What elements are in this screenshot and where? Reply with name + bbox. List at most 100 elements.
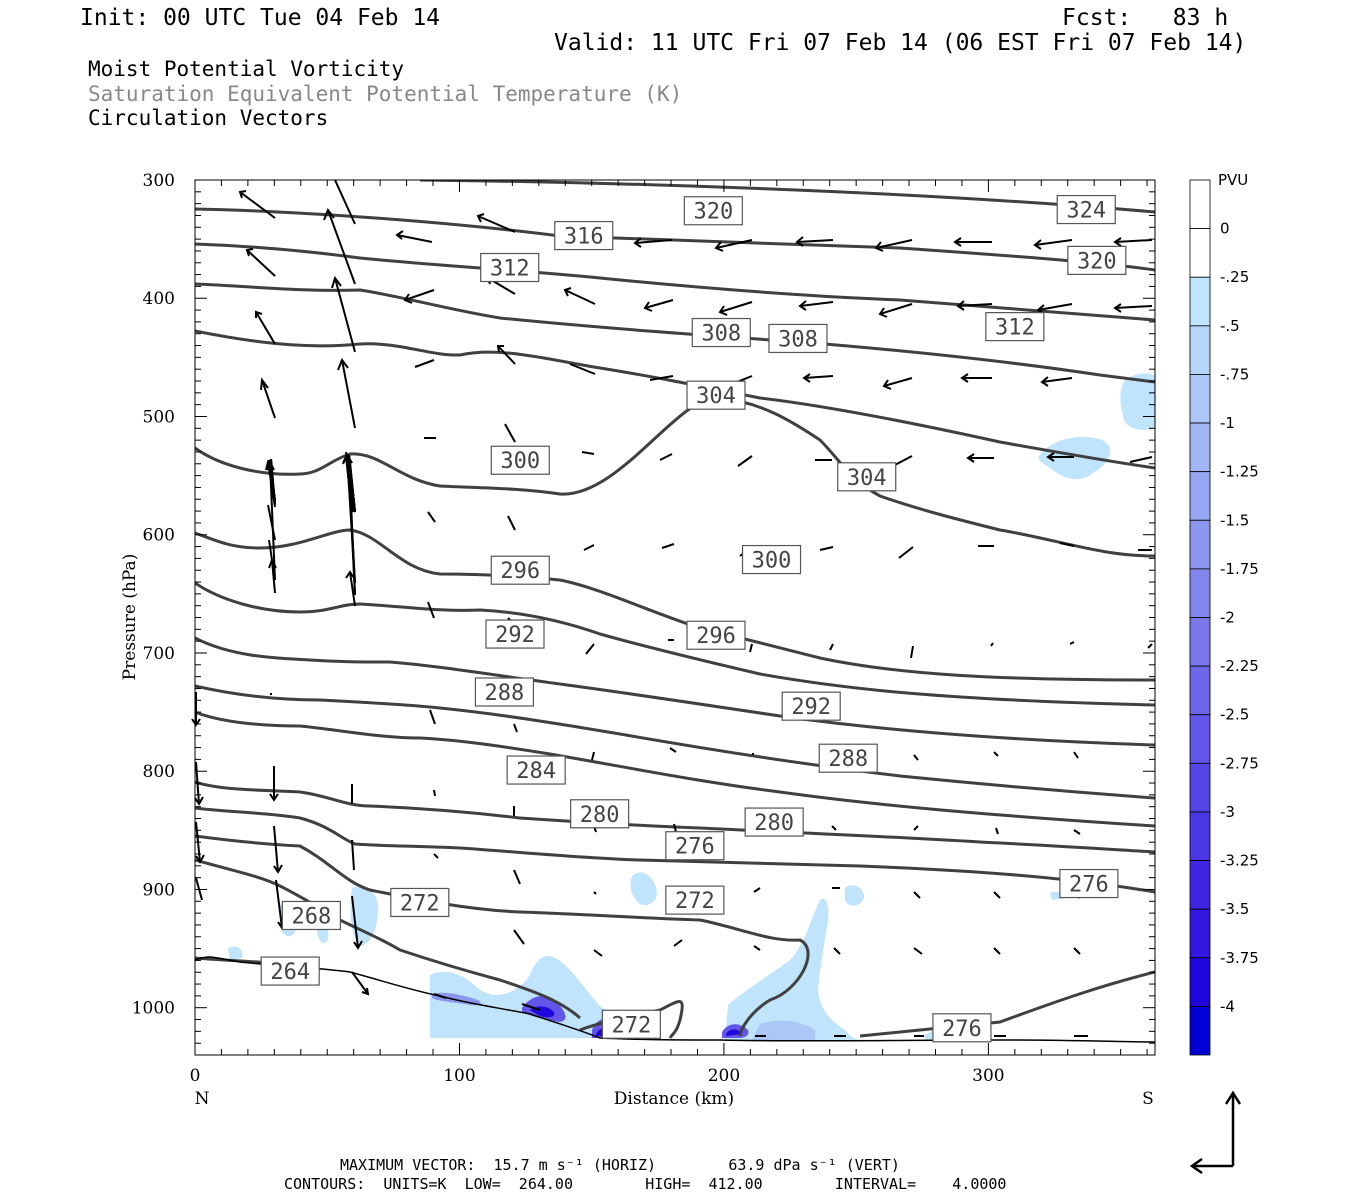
colorbar-swatch — [1189, 374, 1211, 424]
vector — [1113, 303, 1153, 313]
contour-label-text: 320 — [1077, 249, 1117, 274]
vector — [268, 557, 277, 594]
vector — [337, 357, 356, 429]
mpv-area-mid-low2 — [845, 885, 864, 906]
vector — [749, 643, 753, 653]
contour-label-box — [781, 691, 841, 721]
vector — [351, 971, 370, 996]
contour-label-box — [985, 312, 1045, 342]
vector — [476, 213, 516, 233]
vector — [913, 947, 923, 955]
y-axis-label: Pressure (hPa) — [120, 554, 140, 681]
contour-label-text: 312 — [995, 316, 1035, 341]
vector — [427, 601, 435, 619]
vector — [661, 543, 675, 549]
vector — [718, 301, 753, 316]
y-tick-label: 500 — [143, 407, 175, 427]
colorbar-label: -3.5 — [1220, 900, 1249, 918]
colorbar-label: -1.5 — [1220, 511, 1249, 529]
vector — [673, 823, 677, 833]
contour-label-box — [390, 887, 450, 918]
vector — [255, 310, 276, 345]
contour-label: 312 — [985, 312, 1045, 342]
contour-label-text: 292 — [495, 623, 535, 648]
colorbar-label: -.5 — [1220, 317, 1240, 335]
vector — [993, 947, 1001, 955]
vector — [496, 345, 516, 365]
colorbar-swatch — [1189, 228, 1211, 278]
contour-label-text: 280 — [580, 803, 620, 828]
vector — [238, 190, 276, 219]
colorbar-label: -2.75 — [1220, 754, 1259, 772]
mpv-area-plume — [725, 898, 860, 1040]
colorbar-label: -3.25 — [1220, 852, 1259, 870]
colorbar-label: -3.75 — [1220, 949, 1259, 967]
contour-label-text: 276 — [675, 835, 715, 860]
contour-label-box — [686, 620, 746, 650]
contour-label-box — [601, 1009, 661, 1039]
contour-label: 316 — [554, 220, 614, 251]
contour-292 — [195, 636, 1155, 747]
contour-info-text: CONTOURS: UNITS=K LOW= 264.00 HIGH= 412.… — [284, 1175, 1007, 1193]
contour-272 — [195, 834, 810, 1037]
contour-label: 320 — [1067, 245, 1127, 276]
contour-label: 304 — [686, 380, 746, 410]
contour-label-box — [281, 900, 341, 931]
x-tick-label: 0 — [190, 1066, 201, 1086]
vector — [269, 461, 276, 506]
colorbar-swatch — [1189, 665, 1211, 716]
vector — [563, 287, 596, 305]
vector — [995, 827, 999, 835]
vector — [993, 751, 999, 757]
reference-vector-icon — [1189, 1090, 1242, 1175]
vector — [913, 825, 919, 831]
y-tick-labels: 300 400 500 600 700 800 900 1000 — [132, 171, 175, 1019]
contour-label: 272 — [665, 885, 725, 915]
vector — [507, 515, 516, 531]
contour-label-text: 276 — [942, 1017, 982, 1042]
contour-284 — [195, 710, 1155, 828]
vector — [819, 546, 834, 551]
legend-theta-es: Saturation Equivalent Potential Temperat… — [88, 82, 683, 106]
vector — [878, 303, 913, 318]
vector — [191, 692, 201, 727]
init-time-text: Init: 00 UTC Tue 04 Feb 14 — [80, 5, 441, 31]
colorbar-swatch — [1189, 714, 1211, 764]
y-tick-label: 700 — [143, 644, 175, 664]
contour-308 — [195, 329, 1155, 470]
vector — [351, 839, 355, 871]
mpv-area-upper-right — [1120, 373, 1155, 430]
vector — [1073, 947, 1081, 955]
contour-label-text: 288 — [828, 747, 868, 772]
vector — [966, 453, 994, 463]
mpv-area-plume2 — [752, 1020, 815, 1040]
contour-label: 288 — [818, 743, 878, 773]
vector — [898, 546, 914, 559]
y-tick-label: 600 — [143, 526, 175, 546]
vector — [833, 947, 841, 955]
vector — [504, 423, 516, 443]
vector — [1069, 641, 1075, 645]
legend-mpv: Moist Potential Vorticity — [88, 57, 405, 81]
contour-288 — [195, 684, 1155, 800]
colorbar-swatch — [1189, 811, 1211, 861]
vector — [513, 869, 521, 885]
vector — [334, 179, 356, 225]
contour-label-box — [665, 831, 725, 861]
vector — [882, 377, 913, 390]
contour-label-text: 312 — [490, 257, 530, 282]
contour-label: 300 — [741, 544, 802, 575]
contour-label-text: 272 — [611, 1013, 651, 1038]
contour-276-b — [859, 970, 1155, 1038]
vector — [395, 230, 433, 243]
colorbar-label: -4 — [1220, 997, 1235, 1015]
colorbar-swatch — [1189, 422, 1211, 473]
contour-labels: 320 324 316 320 312 312 308 308 304 304 300 300 296 2… — [260, 194, 1127, 1043]
contour-316 — [195, 242, 1155, 322]
vector — [1113, 237, 1153, 247]
vector — [1046, 452, 1074, 462]
max-vector-text: MAXIMUM VECTOR: 15.7 m s⁻¹ (HORIZ) 63.9 … — [340, 1156, 900, 1174]
vector — [433, 993, 447, 999]
vector — [953, 237, 992, 247]
contour-label-box — [570, 799, 630, 829]
